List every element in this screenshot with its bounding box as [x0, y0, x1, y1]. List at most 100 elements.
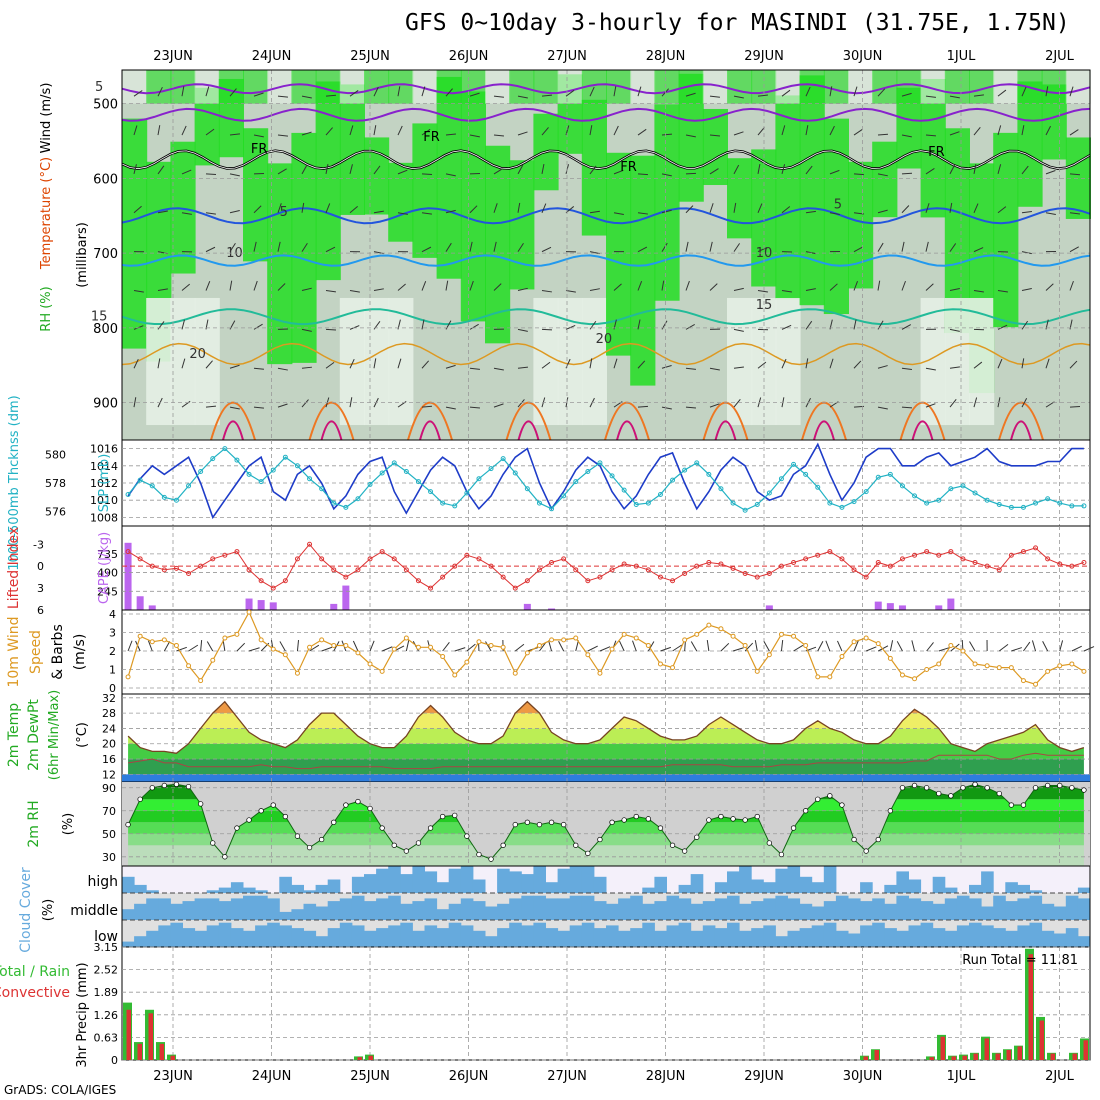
cape-bar — [245, 598, 253, 610]
cloud-bar-low — [1017, 925, 1030, 947]
wind-barb — [1021, 125, 1025, 136]
thickness-point — [730, 500, 736, 506]
cloud-bar-low — [146, 930, 159, 947]
wind-barb — [349, 164, 353, 175]
rh-upper-band — [339, 70, 365, 104]
li-point — [512, 585, 518, 591]
cloud-bar-high — [884, 884, 897, 893]
wind-barb — [517, 202, 521, 213]
wind-barb — [757, 94, 768, 97]
wind-frame — [121, 609, 1091, 695]
wind-speed-point — [549, 637, 555, 643]
wind-barb — [301, 202, 305, 213]
rh-point — [403, 848, 410, 854]
wind-barb — [733, 287, 744, 291]
wind-barb — [997, 397, 1001, 408]
wind-speed-point — [282, 652, 288, 658]
wind-barb — [253, 134, 264, 138]
rh-moist-column — [702, 108, 728, 186]
wind-barb — [205, 128, 215, 136]
wind-barb — [517, 243, 524, 252]
li-point — [706, 560, 712, 566]
thickness-point — [742, 507, 748, 513]
rh-point — [996, 790, 1002, 797]
precip-convective-bar — [368, 1055, 373, 1060]
rh-point — [464, 833, 470, 839]
cloud-bar-middle — [993, 895, 1006, 920]
cloud-bar-high — [860, 882, 873, 893]
precip-panel: 0 0.63 1.26 1.89 2.52 3.15 3hr Precip (mm) Tota… — [0, 941, 1091, 1068]
li-tick-label: 3 — [37, 582, 44, 595]
li-point — [815, 552, 821, 558]
wind-speed-point — [839, 654, 845, 660]
rh-point — [597, 836, 603, 843]
precip-legend-convective: Convective — [0, 985, 70, 1001]
rh-point — [972, 781, 978, 787]
hot-surface-contour — [813, 420, 835, 441]
wind-barb — [781, 164, 786, 175]
cloud-bar-middle — [666, 895, 680, 920]
cloud-bar-high — [690, 874, 704, 893]
wind-speed-point — [887, 655, 893, 661]
rh-moist-column — [339, 84, 365, 215]
wind-barb — [397, 358, 402, 369]
wind-barb — [853, 280, 858, 291]
wind-barb — [829, 86, 833, 97]
temp-line — [127, 700, 1085, 754]
top-date-label: 28JUN — [646, 49, 686, 64]
precip-convective-bar — [148, 1013, 153, 1060]
wind-barb — [205, 86, 210, 97]
thickness-point — [549, 506, 555, 512]
wind-barb — [229, 133, 240, 136]
wind-barb — [997, 89, 1007, 97]
wind-barb — [781, 358, 787, 369]
wind-barb — [901, 324, 912, 330]
cloud-bar-high — [509, 871, 522, 893]
wind-barb — [1045, 86, 1049, 97]
cloud-bar-middle — [593, 901, 607, 920]
rh-moist-column — [412, 123, 438, 258]
wind-barb-10m — [1071, 645, 1082, 652]
wind-speed-point — [1020, 678, 1026, 684]
wind-barb-10m — [352, 640, 359, 652]
wind-ylabel-1: 10m Wind — [6, 616, 22, 687]
wind-barb — [229, 280, 233, 291]
cloud-bar-low — [436, 928, 450, 947]
cloud-bar-low — [400, 922, 413, 947]
wind-barb — [493, 203, 498, 213]
li-ylabel: Lifted Index — [6, 527, 22, 609]
thickness-point — [210, 456, 216, 462]
wind-barb-10m — [938, 647, 950, 652]
cloud-bar-high — [497, 868, 510, 893]
cape-bar — [886, 603, 894, 610]
rh-tick-label: 90 — [102, 782, 116, 795]
wind-barb — [445, 406, 456, 410]
cloud-ylabel-2: (%) — [41, 899, 56, 922]
thickness-point — [524, 486, 530, 492]
cloud-bar-low — [920, 922, 934, 947]
wind-barb — [517, 131, 528, 136]
wind-barb — [373, 86, 379, 97]
wind-barb — [757, 290, 768, 293]
wind-barb — [469, 367, 480, 370]
wind-barb — [493, 367, 504, 371]
cloud-bar-low — [860, 925, 873, 947]
rh-point — [839, 802, 845, 808]
wind-speed-point — [173, 642, 179, 648]
wind-barb — [469, 205, 478, 214]
wind-barb — [349, 89, 359, 97]
wind-barb — [709, 283, 718, 291]
li-tick-label: 6 — [37, 604, 44, 617]
cloud-bar-low — [424, 925, 438, 947]
wind-barb — [541, 127, 549, 136]
wind-barb — [637, 246, 648, 253]
wind-barb — [637, 280, 643, 291]
cloud-bar-high — [134, 884, 147, 893]
cloud-bar-low — [291, 928, 304, 947]
cloud-bar-low — [569, 925, 583, 947]
rh-point — [1081, 787, 1087, 793]
wind-barb — [157, 86, 163, 97]
wind-barb — [733, 202, 737, 213]
cape-bar — [765, 605, 773, 610]
wind-barb — [589, 320, 597, 330]
